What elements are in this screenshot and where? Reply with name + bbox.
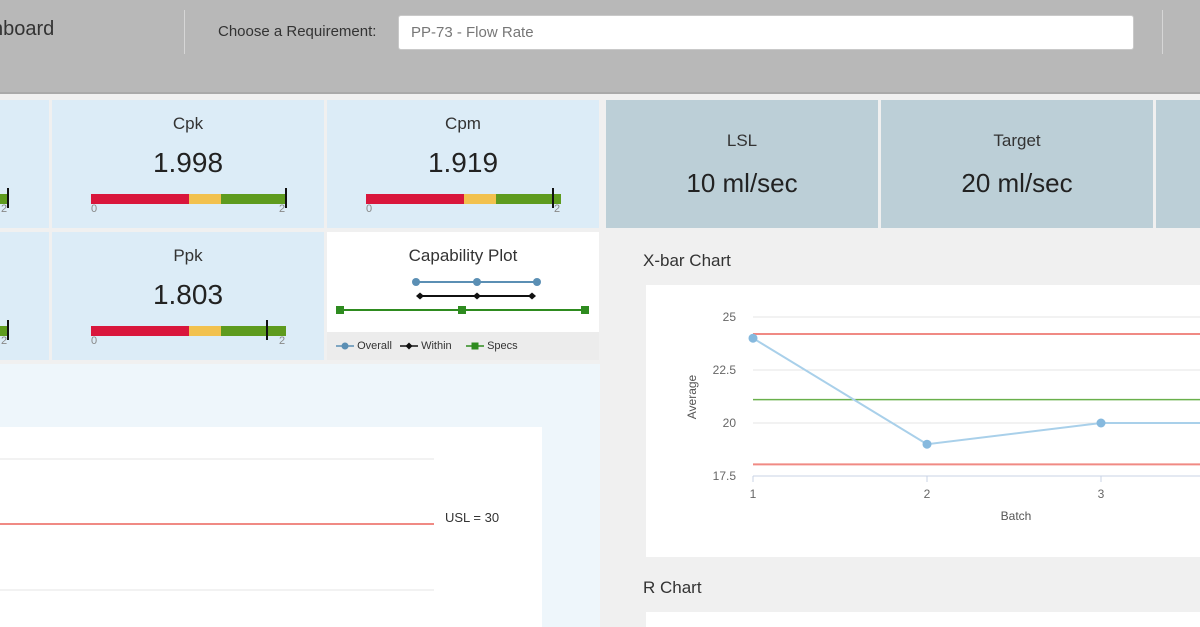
data-point <box>922 439 932 449</box>
specs-point <box>336 306 344 314</box>
x-axis-label: Batch <box>1001 509 1032 523</box>
gauge-segment <box>463 194 496 204</box>
gauge-segment <box>0 194 9 204</box>
stat-value: 1.803 <box>152 279 224 310</box>
capability-legend: Overall Within Specs <box>327 332 599 360</box>
within-legend-icon <box>400 342 418 350</box>
xbar-chart-title: X-bar Chart <box>643 251 731 270</box>
overall-point <box>533 278 541 286</box>
x-tick-label: 1 <box>750 487 757 501</box>
legend-specs[interactable]: Specs <box>466 340 518 352</box>
capability-gauge <box>91 188 287 208</box>
r-chart-title: R Chart <box>643 578 702 597</box>
capability-plot-title: Capability Plot <box>408 246 518 265</box>
specs-point <box>458 306 466 314</box>
gauge-marker <box>265 320 268 340</box>
gauge-max: 2 <box>279 203 286 215</box>
y-axis-label: Average <box>685 374 699 419</box>
spec-tile-lsl: LSL 10 ml/sec <box>606 100 878 228</box>
gauge-segment <box>91 194 189 204</box>
overall-point <box>412 278 420 286</box>
data-point <box>748 333 758 343</box>
legend-within[interactable]: Within <box>400 340 452 352</box>
gauge-segment <box>495 194 561 204</box>
gauge-segment <box>188 326 221 336</box>
stat-tile-ppk: Ppk 1.803 0 2 <box>52 232 324 360</box>
specs-point <box>581 306 589 314</box>
gauge-segment <box>366 194 464 204</box>
x-tick-label: 2 <box>924 487 931 501</box>
header-divider <box>184 10 185 54</box>
overall-point <box>473 278 481 286</box>
y-tick-label: 25 <box>723 310 737 324</box>
gauge-segment <box>188 194 221 204</box>
spec-value: 20 ml/sec <box>961 168 1073 198</box>
stat-tile-cpm: Cpm 1.919 0 2 <box>327 100 599 228</box>
header-divider <box>1162 10 1163 54</box>
stat-label: Cpm <box>445 114 481 133</box>
stat-value: 1.998 <box>152 147 224 178</box>
xbar-chart-card: 25 22.5 20 17.5 1 2 3 Average Batch <box>646 285 1200 557</box>
legend-overall[interactable]: Overall <box>336 340 392 352</box>
spec-value: 10 ml/sec <box>686 168 798 198</box>
gauge-marker <box>7 188 9 208</box>
gauge-marker <box>7 320 9 340</box>
within-point <box>528 292 536 300</box>
capability-gauge <box>366 188 561 208</box>
gauge-segment <box>220 194 286 204</box>
stat-label: Cpk <box>172 114 204 133</box>
gauge-min: 0 <box>91 335 98 347</box>
specs-legend-icon <box>466 342 484 350</box>
capability-plot: Capability Plot Overall Within Specs <box>327 232 599 360</box>
usl-label: USL = 30 <box>445 510 500 525</box>
stat-tile-partial: 2 <box>0 232 49 360</box>
gauge-max: 2 <box>554 203 561 215</box>
within-point <box>473 292 481 300</box>
overall-legend-icon <box>336 342 354 350</box>
header-bar: nboard Choose a Requirement: <box>0 0 1200 94</box>
gauge-marker <box>284 188 287 208</box>
gauge-min: 0 <box>366 203 373 215</box>
gauge-marker <box>552 188 555 208</box>
gauge-min: 0 <box>91 203 98 215</box>
y-tick-label: 20 <box>723 416 737 430</box>
histogram-chart <box>0 427 542 627</box>
gauge-max: 2 <box>1 203 8 215</box>
within-point <box>416 292 424 300</box>
xbar-chart: 25 22.5 20 17.5 1 2 3 Average Batch <box>685 310 1200 523</box>
gauge-segment <box>91 326 189 336</box>
histogram-canvas <box>0 458 434 591</box>
spec-label: LSL <box>726 131 758 150</box>
spec-label: Target <box>993 131 1041 150</box>
legend-label: Overall <box>357 340 392 352</box>
gauge-segment <box>220 326 286 336</box>
capability-gauge <box>91 320 286 340</box>
y-tick-label: 22.5 <box>713 363 737 377</box>
requirement-label: Choose a Requirement: <box>218 23 377 40</box>
stat-tile-cpk: Cpk 1.998 0 2 <box>52 100 324 228</box>
r-chart-card <box>646 612 1200 627</box>
series-line <box>752 337 1200 446</box>
data-point <box>1096 418 1106 428</box>
stat-label: Ppk <box>173 246 203 265</box>
legend-label: Within <box>421 340 452 352</box>
app-title: nboard <box>0 18 55 40</box>
stat-value: 1.919 <box>427 147 499 178</box>
spec-tile-partial <box>1156 100 1200 228</box>
spec-tile-target: Target 20 ml/sec <box>881 100 1153 228</box>
stat-tile-partial: 2 <box>0 100 49 228</box>
legend-label: Specs <box>487 340 518 352</box>
y-tick-label: 17.5 <box>713 469 737 483</box>
x-tick-label: 3 <box>1098 487 1105 501</box>
requirement-input[interactable] <box>398 15 1134 50</box>
gauge-segment <box>0 326 9 336</box>
capability-plot-canvas <box>336 278 589 314</box>
gauge-max: 2 <box>279 335 286 347</box>
gauge-max: 2 <box>1 335 8 347</box>
